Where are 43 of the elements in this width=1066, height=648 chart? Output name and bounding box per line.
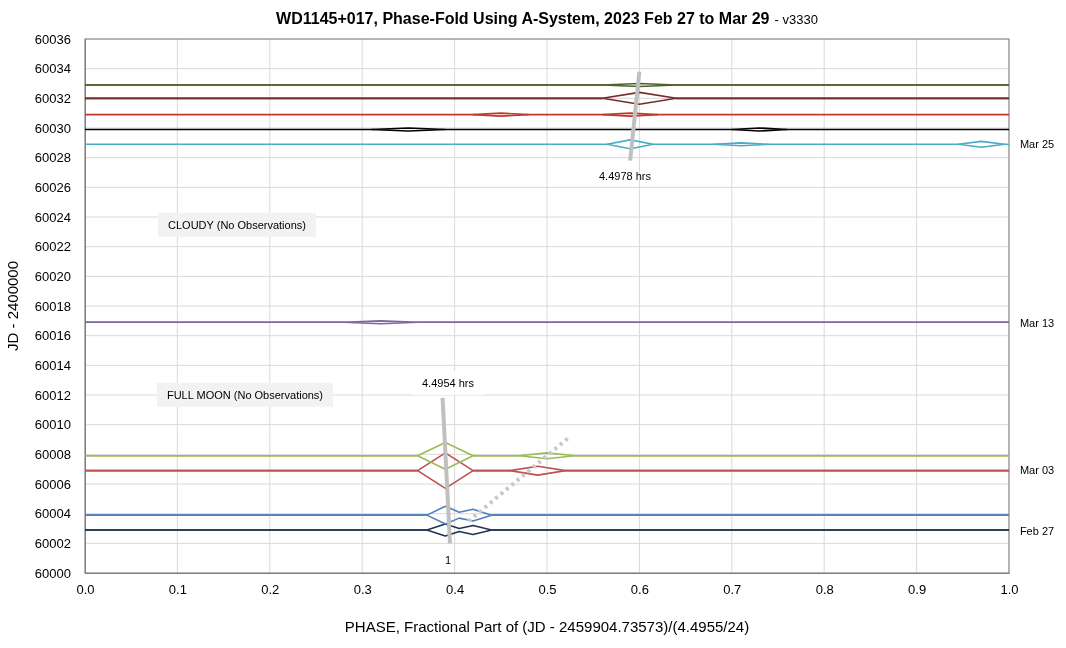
x-tick-label: 0.4 — [446, 582, 465, 598]
y-axis-title: JD - 2400000 — [4, 260, 21, 352]
text: Feb 27 — [1019, 524, 1055, 537]
y-tick-label: 60000 — [34, 565, 71, 581]
text: Mar 13 — [1019, 316, 1055, 329]
y-tick-label: 60024 — [34, 209, 71, 225]
y-tick-label: 60030 — [34, 120, 71, 136]
y-tick-label: 60012 — [34, 387, 71, 403]
annotation: CLOUDY (No Observations) — [168, 218, 306, 231]
x-tick-label: 0.0 — [76, 582, 95, 598]
chart-subtitle: - v3330 — [774, 12, 818, 27]
y-tick-label: 60014 — [34, 357, 71, 373]
y-tick-label: 60026 — [34, 179, 71, 195]
annotation: 4.4954 hrs — [422, 376, 475, 389]
x-tick-label: 0.8 — [815, 582, 834, 598]
y-tick-label: 60004 — [34, 506, 71, 522]
chart-title: WD1145+017, Phase-Fold Using A-System, 2023 Feb 27 to Mar 29 — [276, 10, 770, 27]
x-tick-label: 0.6 — [630, 582, 649, 598]
y-tick-label: 60022 — [34, 239, 71, 255]
annotation: 1 — [444, 553, 452, 566]
y-tick-label: 60020 — [34, 268, 71, 284]
y-tick-label: 60032 — [34, 90, 71, 106]
y-tick-label: 60008 — [34, 446, 71, 462]
y-tick-label: 60018 — [34, 298, 71, 314]
y-tick-label: 60016 — [34, 328, 71, 344]
annotation: FULL MOON (No Observations) — [166, 388, 324, 401]
text: Mar 03 — [1019, 463, 1055, 476]
x-tick-label: 0.2 — [261, 582, 280, 598]
x-tick-label: 1.0 — [1000, 582, 1019, 598]
x-axis-title: PHASE, Fractional Part of (JD - 2459904.73573)/(4.4955/24) — [344, 618, 750, 635]
y-tick-label: 60006 — [34, 476, 71, 492]
y-tick-label: 60034 — [34, 61, 71, 77]
x-tick-label: 0.1 — [168, 582, 187, 598]
x-tick-label: 0.9 — [908, 582, 927, 598]
x-tick-label: 0.5 — [538, 582, 557, 598]
y-tick-label: 60028 — [34, 150, 71, 166]
x-tick-label: 0.7 — [723, 582, 742, 598]
y-tick-label: 60036 — [34, 31, 71, 47]
y-tick-label: 60010 — [34, 417, 71, 433]
annotation: 4.4978 hrs — [599, 169, 652, 182]
x-tick-label: 0.3 — [353, 582, 372, 598]
text: Mar 25 — [1019, 137, 1055, 150]
y-tick-label: 60002 — [34, 535, 71, 551]
